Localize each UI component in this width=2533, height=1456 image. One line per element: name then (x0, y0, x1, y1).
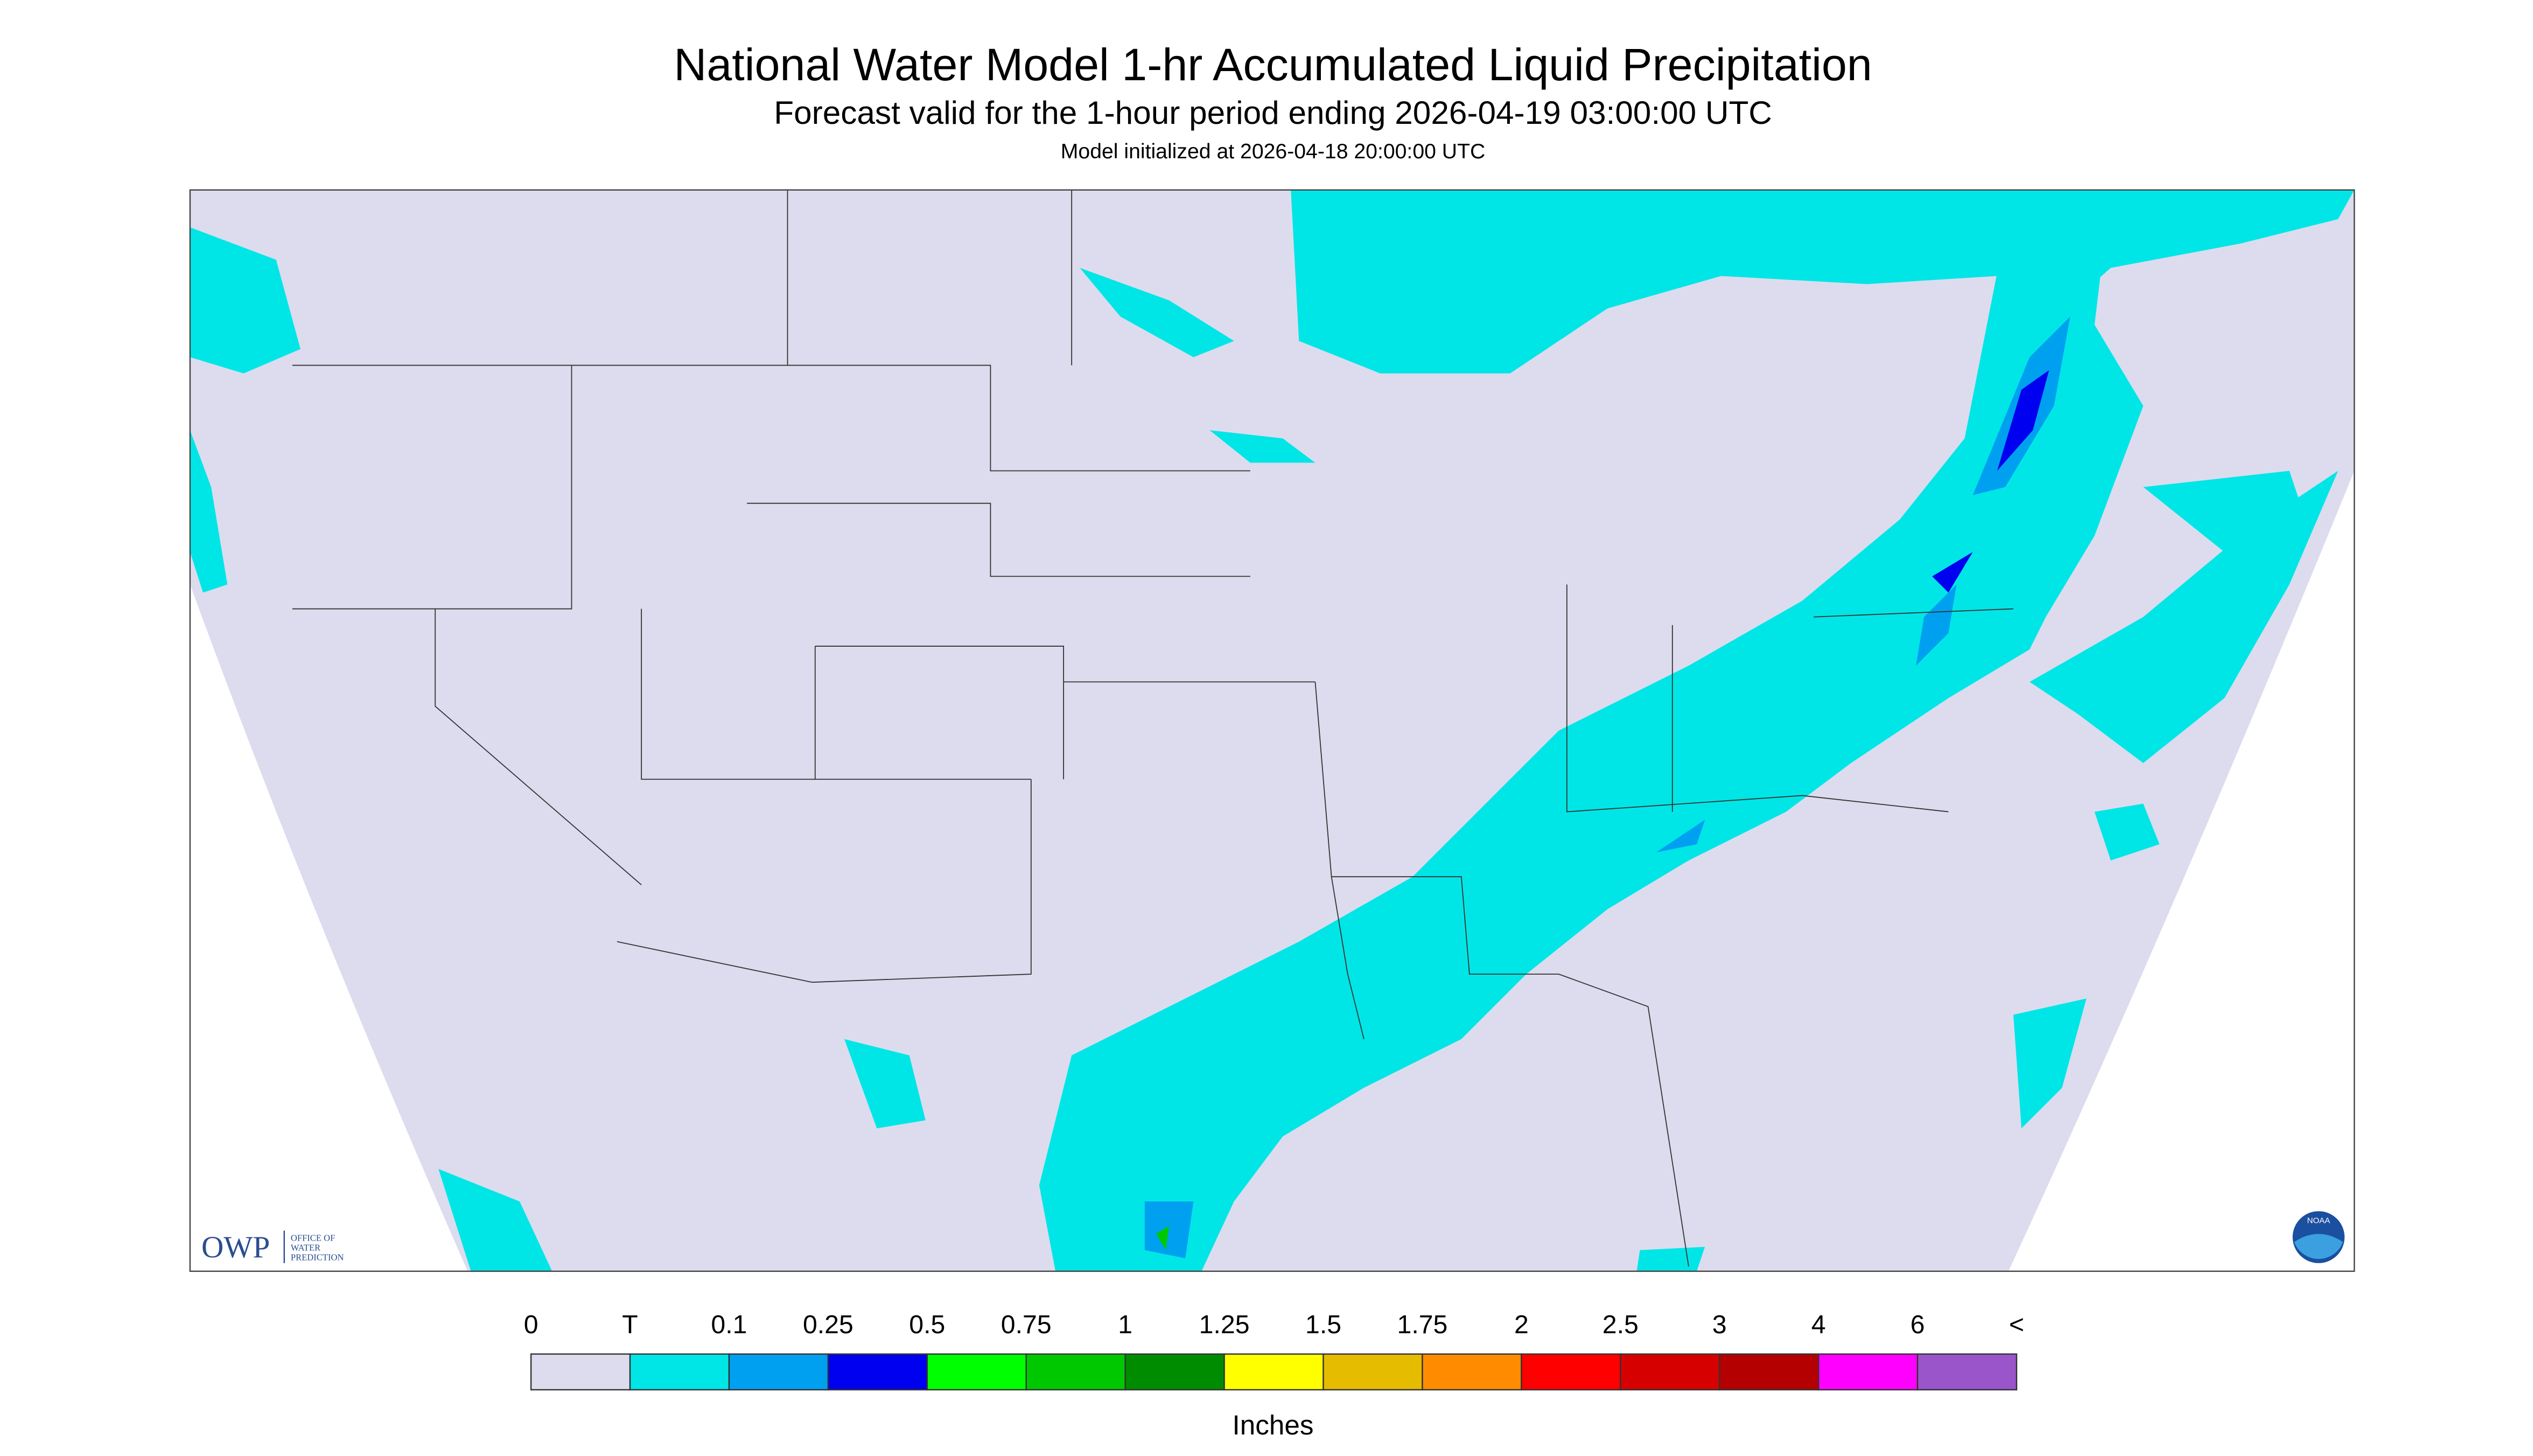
legend-swatch (728, 1353, 829, 1391)
map-frame (189, 189, 2355, 1272)
legend-label: < (2009, 1310, 2024, 1339)
legend-swatch (926, 1353, 1027, 1391)
legend-label: 0 (524, 1310, 538, 1339)
noaa-logo-text: NOAA (2307, 1216, 2331, 1225)
legend-unit: Inches (1233, 1410, 1314, 1440)
init-time: Model initialized at 2026-04-18 20:00:00… (1061, 140, 1486, 163)
legend-label: 2.5 (1603, 1310, 1639, 1339)
legend-label: 0.5 (909, 1310, 945, 1339)
legend-swatch (1620, 1353, 1720, 1391)
noaa-logo-wave (2294, 1234, 2343, 1259)
legend-label: 1 (1118, 1310, 1132, 1339)
legend-label: 0.1 (711, 1310, 747, 1339)
legend-label: 3 (1712, 1310, 1727, 1339)
legend-swatch (1422, 1353, 1522, 1391)
legend-label: 1.5 (1305, 1310, 1341, 1339)
legend-swatch (1223, 1353, 1324, 1391)
legend-label: 4 (1811, 1310, 1826, 1339)
owp-logo: OWP (201, 1230, 270, 1264)
legend-swatch (1025, 1353, 1126, 1391)
legend-label: 1.75 (1397, 1310, 1448, 1339)
domain (190, 190, 2355, 1271)
legend-swatch (1916, 1353, 2018, 1391)
precip-light (190, 190, 2355, 1271)
legend-swatch (1719, 1353, 1820, 1391)
legend: 0 T 0.1 0.25 0.5 0.75 1 1.25 1.5 1.75 2 2.5 3 4 6 < (524, 1310, 2024, 1391)
precip-heavy (1932, 370, 2049, 593)
legend-swatch (827, 1353, 928, 1391)
legend-swatch (1521, 1353, 1621, 1391)
title: National Water Model 1-hr Accumulated Li… (674, 39, 1872, 90)
legend-label: 0.25 (803, 1310, 853, 1339)
subtitle: Forecast valid for the 1-hour period end… (774, 94, 1772, 131)
owp-logo-line: PREDICTION (291, 1252, 344, 1263)
legend-label: 2 (1514, 1310, 1529, 1339)
legend-label: 6 (1911, 1310, 1925, 1339)
legend-label: 1.25 (1199, 1310, 1250, 1339)
precip-max (1156, 1226, 1170, 1250)
legend-label: 0.75 (1001, 1310, 1052, 1339)
legend-swatch (1323, 1353, 1423, 1391)
boundaries (292, 190, 2014, 1266)
legend-swatch (629, 1353, 730, 1391)
owp-logo-line: OFFICE OF (291, 1233, 335, 1243)
legend-swatch (1124, 1353, 1225, 1391)
legend-swatch (1817, 1353, 1919, 1391)
legend-swatch (530, 1353, 631, 1391)
legend-label: T (622, 1310, 638, 1339)
owp-logo-line: WATER (291, 1242, 321, 1252)
